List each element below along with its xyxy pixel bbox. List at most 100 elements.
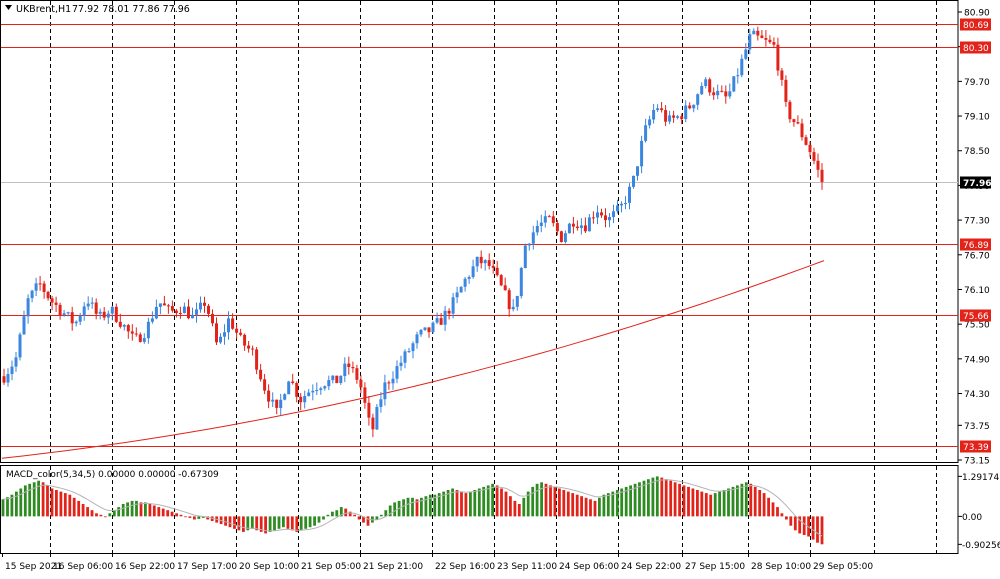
y-tick-label: 74.30: [964, 390, 990, 400]
macd-histogram-bar: [749, 483, 753, 517]
candle-body: [443, 310, 447, 325]
macd-histogram-bar: [259, 516, 263, 532]
candle-body: [331, 375, 335, 381]
candle-body: [732, 76, 736, 92]
macd-pane-border: [0, 465, 959, 554]
candle-body: [275, 399, 279, 408]
macd-histogram-bar: [126, 502, 129, 517]
candle-body: [387, 382, 391, 384]
candle-body: [142, 338, 146, 342]
candle-body: [648, 119, 652, 126]
candle-body: [335, 375, 339, 384]
candle-body: [768, 39, 772, 43]
macd-histogram-bar: [495, 485, 499, 517]
candle-body: [471, 266, 475, 277]
macd-histogram-bar: [313, 516, 316, 526]
candle-body: [700, 86, 704, 95]
candle-body: [371, 417, 375, 430]
macd-histogram-bar: [562, 490, 566, 517]
candle-body: [235, 328, 239, 333]
candle-body: [419, 329, 423, 335]
candle-body: [571, 223, 575, 227]
macd-histogram-bar: [348, 511, 352, 517]
candle-body: [379, 399, 383, 407]
level-price-tag: [960, 41, 991, 54]
macd-histogram-bar: [464, 493, 468, 517]
macd-histogram-bar: [482, 486, 486, 517]
candle-body: [551, 216, 555, 224]
candle-body: [467, 277, 471, 279]
candle-body: [251, 348, 255, 350]
candle-body: [114, 306, 118, 322]
candle-body: [816, 160, 820, 170]
candle-body: [820, 169, 824, 182]
macd-histogram-bar: [104, 516, 107, 518]
macd-histogram-bar: [250, 516, 254, 529]
y-tick-label: 74.90: [964, 355, 990, 365]
macd-histogram-bar: [704, 493, 708, 517]
macd-histogram-bar: [193, 516, 196, 520]
candle-body: [271, 399, 275, 402]
macd-histogram-bar: [206, 516, 210, 520]
candle-body: [299, 396, 303, 403]
macd-histogram-bar: [606, 493, 610, 517]
candle-body: [203, 302, 206, 306]
macd-histogram-bar: [362, 516, 365, 523]
candle-body: [287, 381, 291, 395]
y-tick-label: 77.30: [964, 217, 990, 227]
macd-histogram-bar: [86, 507, 89, 517]
candle-body: [596, 212, 599, 218]
candle-body: [323, 386, 327, 389]
macd-histogram-bar: [451, 488, 454, 517]
macd-histogram-bar: [620, 488, 624, 517]
candle-body: [106, 313, 110, 318]
candle-body: [567, 223, 571, 234]
candle-body: [676, 116, 680, 118]
candle-body: [475, 256, 479, 267]
candle-body: [138, 334, 142, 342]
macd-histogram-bar: [820, 516, 824, 545]
candle-body: [18, 334, 22, 358]
macd-y-tick-label: 0.00: [962, 513, 982, 523]
candle-body: [431, 322, 435, 333]
ohlc-readout: 77.92 78.01 77.86 77.96: [72, 4, 190, 15]
macd-histogram-bar: [290, 516, 294, 531]
candle-body: [672, 115, 676, 118]
candle-body: [752, 30, 756, 35]
candle-body: [118, 321, 122, 327]
macd-histogram-bar: [460, 491, 463, 517]
candle-body: [38, 283, 42, 285]
candle-body: [499, 275, 503, 286]
candle-body: [479, 256, 483, 264]
macd-histogram-bar: [224, 516, 227, 526]
macd-histogram-bar: [63, 493, 67, 517]
macd-histogram-bar: [268, 516, 272, 532]
candle-body: [110, 306, 114, 314]
dropdown-triangle-icon[interactable]: [5, 5, 12, 10]
macd-histogram-bar: [161, 508, 165, 517]
macd-histogram-bar: [77, 500, 81, 517]
macd-histogram-bar: [335, 510, 339, 517]
candle-body: [587, 217, 591, 232]
candle-body: [86, 303, 90, 307]
candle-body: [423, 327, 427, 330]
macd-histogram-bar: [580, 496, 583, 517]
macd-histogram-bar: [629, 485, 632, 517]
candle-body: [612, 211, 615, 217]
level-price-tag-label: 80.69: [963, 21, 989, 31]
candle-body: [126, 325, 130, 332]
macd-histogram-bar: [19, 488, 23, 517]
macd-histogram-bar: [424, 496, 428, 517]
candle-body: [195, 309, 198, 315]
macd-histogram-bar: [776, 507, 779, 517]
macd-histogram-bar: [148, 504, 152, 517]
candle-body: [407, 351, 411, 353]
candle-body: [14, 357, 18, 367]
macd-histogram-bar: [286, 516, 290, 529]
candle-body: [724, 91, 728, 97]
candle-body: [620, 203, 623, 206]
candle-body: [82, 306, 86, 316]
candle-body: [644, 125, 648, 141]
candle-body: [158, 303, 162, 307]
candle-body: [311, 390, 315, 393]
